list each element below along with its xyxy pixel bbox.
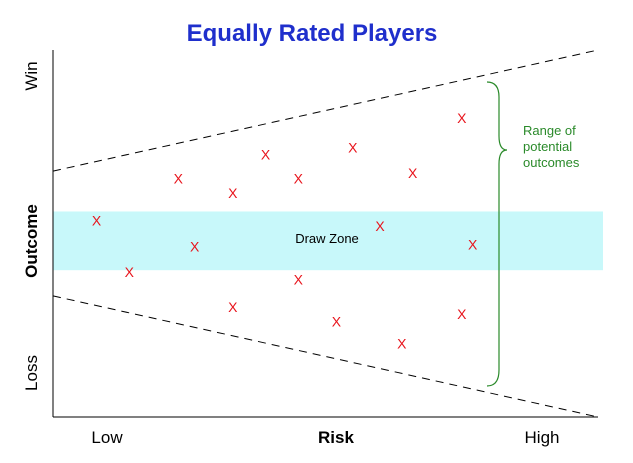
upper-envelope-line xyxy=(52,49,599,172)
outcome-marker: X xyxy=(294,170,304,186)
outcome-marker: X xyxy=(457,110,467,126)
outcome-marker: X xyxy=(228,185,238,201)
outcome-marker: X xyxy=(92,213,102,229)
lower-envelope-line xyxy=(52,295,599,418)
brace-label-line-1: Range of xyxy=(523,123,576,138)
brace-label-line-3: outcomes xyxy=(523,155,580,170)
outcome-marker: X xyxy=(397,336,407,352)
outcome-marker: X xyxy=(348,139,358,155)
outcome-marker: X xyxy=(294,271,304,287)
outcome-marker: X xyxy=(261,147,271,163)
chart-title: Equally Rated Players xyxy=(187,20,438,47)
y-axis-bottom-label: Loss xyxy=(22,355,41,391)
brace-label-line-2: potential xyxy=(523,139,572,154)
x-axis-title: Risk xyxy=(318,428,354,447)
outcome-markers: X X X X X X X X X X X X X X X X X xyxy=(92,110,478,352)
x-axis-high-label: High xyxy=(525,428,560,447)
outcome-marker: X xyxy=(332,314,342,330)
outcome-marker: X xyxy=(408,165,418,181)
outcome-marker: X xyxy=(174,170,184,186)
y-axis-title: Outcome xyxy=(22,204,41,278)
outcome-marker: X xyxy=(468,237,478,253)
draw-zone-label: Draw Zone xyxy=(295,231,359,246)
outcome-marker: X xyxy=(375,218,385,234)
draw-zone-band xyxy=(53,211,603,271)
y-axis-top-label: Win xyxy=(22,61,41,90)
range-brace xyxy=(486,81,508,387)
outcome-marker: X xyxy=(228,299,238,315)
outcome-marker: X xyxy=(125,264,135,280)
x-axis-low-label: Low xyxy=(91,428,123,447)
outcome-marker: X xyxy=(190,238,200,254)
outcome-marker: X xyxy=(457,306,467,322)
